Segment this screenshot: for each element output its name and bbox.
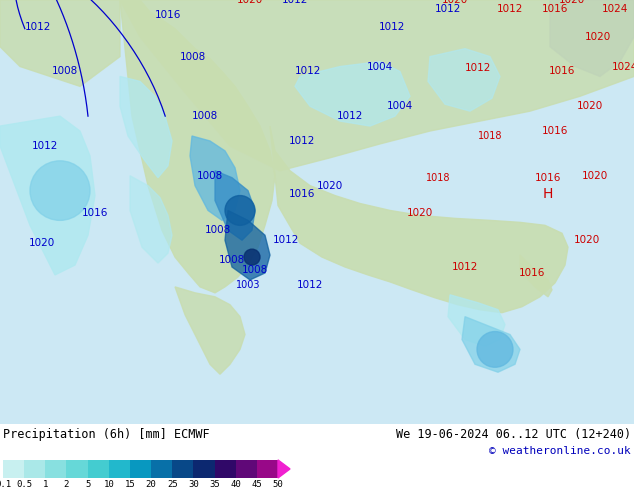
Text: © weatheronline.co.uk: © weatheronline.co.uk — [489, 446, 631, 456]
Polygon shape — [550, 0, 634, 76]
Polygon shape — [120, 0, 634, 171]
Text: 1020: 1020 — [237, 0, 263, 5]
Bar — [130, 460, 151, 478]
Text: 1024: 1024 — [612, 62, 634, 72]
Text: 1008: 1008 — [219, 255, 245, 265]
Circle shape — [477, 332, 513, 368]
Bar — [151, 460, 172, 478]
Text: 15: 15 — [124, 480, 135, 489]
Polygon shape — [120, 76, 172, 178]
Polygon shape — [0, 116, 95, 275]
Text: 0.5: 0.5 — [16, 480, 32, 489]
Polygon shape — [215, 171, 255, 240]
Text: 1012: 1012 — [289, 136, 315, 146]
Polygon shape — [462, 317, 520, 372]
Text: 1012: 1012 — [295, 67, 321, 76]
Text: 0.1: 0.1 — [0, 480, 11, 489]
Bar — [3, 460, 24, 478]
Text: 1018: 1018 — [426, 172, 450, 183]
Text: 1020: 1020 — [577, 101, 603, 111]
Text: 45: 45 — [252, 480, 262, 489]
Text: 1004: 1004 — [367, 62, 393, 72]
Bar — [172, 460, 193, 478]
Text: 1016: 1016 — [549, 67, 575, 76]
Text: 1012: 1012 — [337, 111, 363, 121]
Circle shape — [244, 249, 260, 265]
Bar — [87, 460, 109, 478]
Bar — [24, 460, 45, 478]
Text: We 19-06-2024 06..12 UTC (12+240): We 19-06-2024 06..12 UTC (12+240) — [396, 428, 631, 441]
Polygon shape — [278, 460, 290, 478]
Text: 1016: 1016 — [155, 10, 181, 20]
Text: 1008: 1008 — [205, 225, 231, 235]
Text: 1012: 1012 — [32, 141, 58, 151]
Text: 1012: 1012 — [497, 4, 523, 14]
Text: 1016: 1016 — [289, 189, 315, 198]
Polygon shape — [175, 287, 245, 374]
Polygon shape — [428, 49, 500, 111]
Bar — [67, 460, 87, 478]
Polygon shape — [120, 0, 275, 293]
Text: 40: 40 — [230, 480, 241, 489]
Text: Precipitation (6h) [mm] ECMWF: Precipitation (6h) [mm] ECMWF — [3, 428, 210, 441]
Circle shape — [30, 161, 90, 220]
Bar — [236, 460, 257, 478]
Text: 1008: 1008 — [197, 171, 223, 181]
Text: 1012: 1012 — [378, 22, 405, 32]
Text: 1012: 1012 — [452, 262, 478, 272]
Text: 1016: 1016 — [82, 208, 108, 219]
Text: 1008: 1008 — [52, 67, 78, 76]
Polygon shape — [225, 210, 270, 280]
Text: 1020: 1020 — [29, 238, 55, 248]
Text: 25: 25 — [167, 480, 178, 489]
Text: 10: 10 — [103, 480, 114, 489]
Bar — [45, 460, 67, 478]
Text: 1008: 1008 — [180, 51, 206, 62]
Text: 2: 2 — [64, 480, 69, 489]
Text: 20: 20 — [146, 480, 157, 489]
Text: 1020: 1020 — [407, 208, 433, 219]
Bar — [109, 460, 130, 478]
Text: 1020: 1020 — [317, 181, 343, 191]
Text: 50: 50 — [273, 480, 283, 489]
Polygon shape — [190, 136, 240, 220]
Text: 1003: 1003 — [236, 280, 260, 290]
Text: 35: 35 — [209, 480, 220, 489]
Text: 30: 30 — [188, 480, 199, 489]
Text: 1008: 1008 — [192, 111, 218, 121]
Text: 1012: 1012 — [25, 22, 51, 32]
Text: 1: 1 — [42, 480, 48, 489]
Text: 1024: 1024 — [602, 4, 628, 14]
Text: H: H — [543, 187, 553, 200]
Text: 1016: 1016 — [519, 268, 545, 278]
Text: 1020: 1020 — [582, 171, 608, 181]
Bar — [193, 460, 214, 478]
Polygon shape — [295, 62, 410, 126]
Polygon shape — [520, 255, 552, 297]
Text: 1020: 1020 — [585, 32, 611, 42]
Polygon shape — [270, 126, 568, 313]
Text: 1020: 1020 — [442, 0, 468, 5]
Text: 1012: 1012 — [435, 4, 461, 14]
Text: 1004: 1004 — [387, 101, 413, 111]
Text: 1016: 1016 — [535, 172, 561, 183]
Text: 1016: 1016 — [542, 126, 568, 136]
Text: 1008: 1008 — [242, 265, 268, 275]
Text: 1012: 1012 — [273, 235, 299, 245]
Text: 1012: 1012 — [297, 280, 323, 290]
Text: 1018: 1018 — [478, 131, 502, 141]
Polygon shape — [448, 295, 505, 346]
Circle shape — [225, 196, 255, 225]
Text: 1020: 1020 — [574, 235, 600, 245]
Polygon shape — [0, 0, 120, 86]
Text: 5: 5 — [85, 480, 90, 489]
Text: 1012: 1012 — [281, 0, 308, 5]
Bar — [214, 460, 236, 478]
Polygon shape — [130, 176, 172, 263]
Text: 1016: 1016 — [542, 4, 568, 14]
Text: 1012: 1012 — [465, 64, 491, 74]
Bar — [257, 460, 278, 478]
Text: 1020: 1020 — [559, 0, 585, 5]
